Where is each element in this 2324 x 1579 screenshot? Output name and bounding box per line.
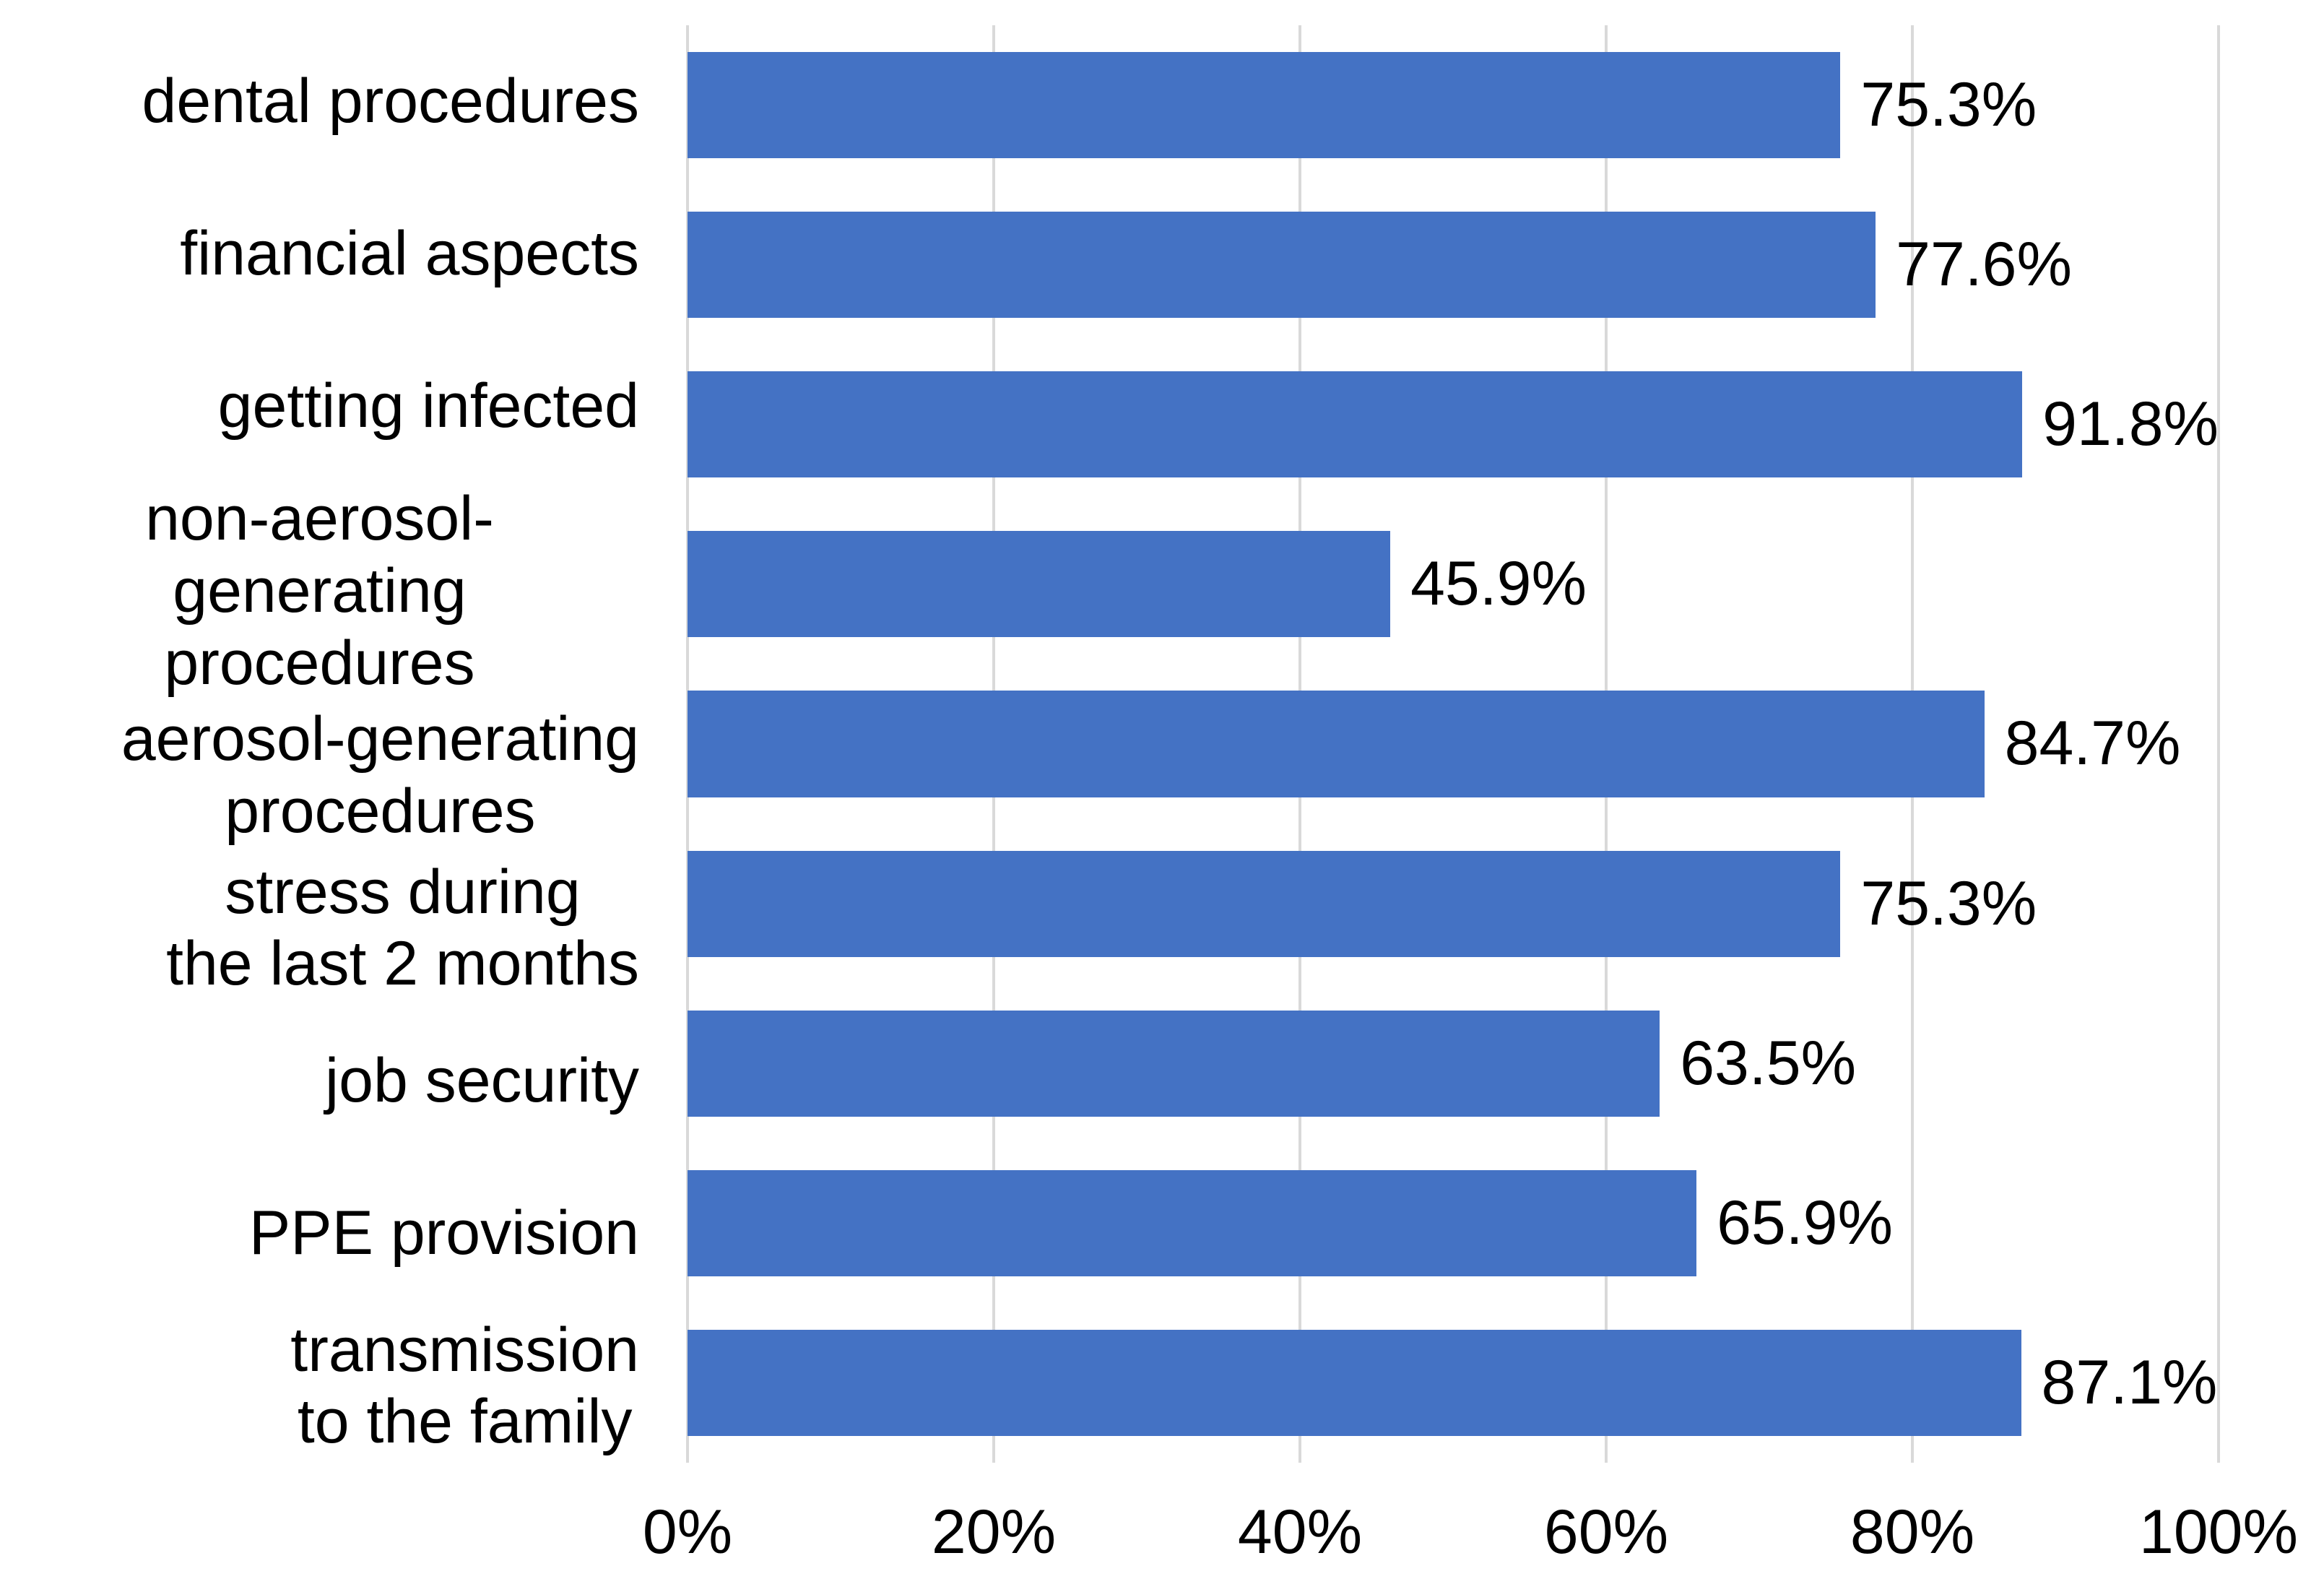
category-label: transmission to the family (290, 1315, 639, 1457)
value-label: 63.5% (1680, 1028, 1857, 1098)
category-label: dental procedures (142, 66, 639, 136)
value-label: 91.8% (2042, 389, 2219, 459)
bar-row: 75.3% (688, 824, 2219, 984)
bar-row: 75.3% (688, 25, 2219, 185)
bar-row: 45.9% (688, 504, 2219, 664)
value-label: 75.3% (1860, 868, 2037, 938)
bar (688, 52, 1841, 159)
category-label-slot: dental procedures (0, 25, 639, 178)
x-tick-label: 40% (1237, 1497, 1363, 1567)
x-tick-label: 0% (642, 1497, 733, 1567)
gridline (2217, 25, 2220, 1463)
category-label-slot: stress during the last 2 months (0, 852, 639, 1005)
category-label-slot: non-aerosol-generating procedures (0, 483, 639, 699)
bar (688, 212, 1876, 319)
bar-row: 65.9% (688, 1143, 2219, 1303)
bar (688, 850, 1841, 957)
category-label-slot: getting infected (0, 331, 639, 483)
category-label: PPE provision (248, 1198, 639, 1268)
bar-row: 63.5% (688, 984, 2219, 1143)
bar-row: 87.1% (688, 1303, 2219, 1463)
category-label-slot: financial aspects (0, 178, 639, 330)
bar (688, 531, 1391, 638)
plot-area: 75.3% 77.6% 91.8% 45.9% 84.7% 75.3% 63.5% 65.9%… (686, 25, 2220, 1463)
x-tick-label: 60% (1543, 1497, 1669, 1567)
category-label-slot: aerosol-generating procedures (0, 699, 639, 852)
value-label: 84.7% (2004, 709, 2181, 779)
category-label: non-aerosol-generating procedures (145, 484, 494, 698)
value-label: 87.1% (2041, 1347, 2218, 1417)
bar (688, 1329, 2021, 1436)
x-tick-label: 80% (1850, 1497, 1975, 1567)
bar-row: 91.8% (688, 345, 2219, 504)
category-label-slot: PPE provision (0, 1157, 639, 1310)
category-label: getting infected (217, 371, 639, 441)
category-label: job security (325, 1045, 639, 1115)
x-tick-label: 100% (2139, 1497, 2298, 1567)
bar-rows: 75.3% 77.6% 91.8% 45.9% 84.7% 75.3% 63.5% 65.9%… (688, 25, 2219, 1463)
bar-row: 77.6% (688, 185, 2219, 345)
bar (688, 1010, 1660, 1117)
value-label: 75.3% (1860, 70, 2037, 140)
x-axis: 0% 20% 40% 60% 80% 100% (643, 1492, 2298, 1572)
bar (688, 1169, 1697, 1276)
x-tick-label: 20% (931, 1497, 1057, 1567)
category-labels: dental procedures financial aspects gettin… (0, 25, 639, 1463)
bar-row: 84.7% (688, 664, 2219, 823)
category-label-slot: transmission to the family (0, 1310, 639, 1463)
value-label: 77.6% (1896, 230, 2072, 300)
category-label: stress during the last 2 months (166, 857, 639, 999)
category-label: financial aspects (180, 219, 639, 289)
category-label: aerosol-generating procedures (121, 704, 639, 846)
bar (688, 371, 2023, 478)
value-label: 65.9% (1717, 1188, 1893, 1258)
value-label: 45.9% (1410, 549, 1587, 619)
category-label-slot: job security (0, 1005, 639, 1157)
bar (688, 691, 1985, 797)
